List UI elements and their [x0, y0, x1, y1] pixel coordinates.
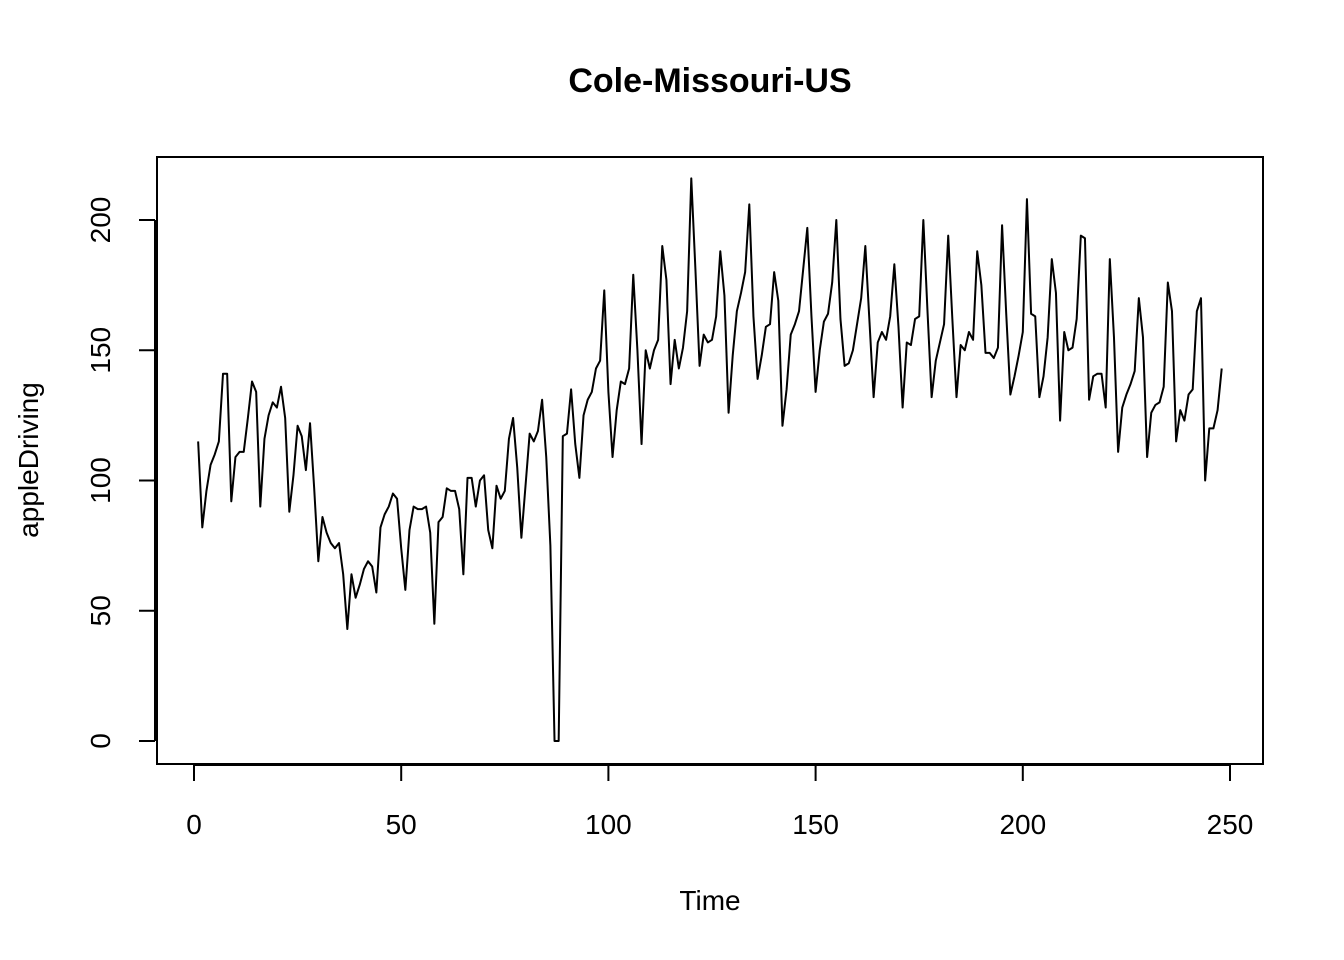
- x-tick-label: 150: [792, 809, 839, 840]
- x-tick-label: 250: [1207, 809, 1254, 840]
- x-axis: 0 50 100 150 200 250: [186, 764, 1254, 840]
- y-tick-label: 0: [85, 733, 116, 749]
- x-tick-label: 200: [999, 809, 1046, 840]
- x-tick-label: 50: [386, 809, 417, 840]
- y-axis-label: appleDriving: [13, 382, 44, 538]
- y-tick-label: 150: [85, 327, 116, 374]
- x-axis-label: Time: [679, 885, 740, 916]
- series-layer: [197, 177, 1223, 742]
- x-tick-label: 0: [186, 809, 202, 840]
- x-tick-label: 100: [585, 809, 632, 840]
- y-tick-label: 100: [85, 457, 116, 504]
- y-tick-label: 200: [85, 197, 116, 244]
- y-tick-label: 50: [85, 595, 116, 626]
- y-axis: 0 50 100 150 200: [85, 197, 156, 749]
- series-line: [197, 177, 1223, 742]
- plot-frame: [156, 156, 1264, 765]
- chart-title: Cole-Missouri-US: [568, 62, 851, 100]
